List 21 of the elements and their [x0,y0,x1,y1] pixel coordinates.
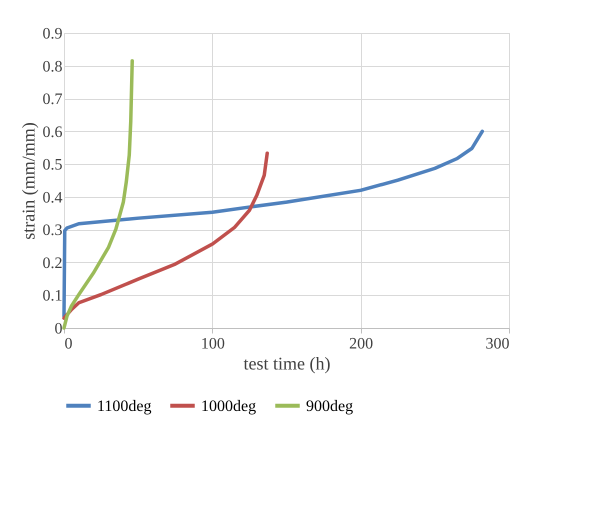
legend-label: 1100deg [97,398,152,415]
y-tick-label: 0.9 [42,26,62,42]
y-tick-label: 0.5 [42,156,62,174]
y-tick-label: 0.7 [42,91,62,108]
y-tick-label: 0.1 [42,288,62,305]
y-tick-label: 0 [54,320,62,338]
y-tick-label: 0.8 [42,58,62,76]
y-tick-label: 0.6 [42,124,62,141]
x-axis-title: test time (h) [244,354,330,374]
line-series [62,130,484,318]
y-tick-label: 0.3 [42,222,62,240]
x-tick-label: 200 [349,336,374,352]
x-tick-label: 100 [200,336,225,352]
y-tick-label: 0.4 [42,189,62,206]
y-axis-title: strain (mm/mm) [18,122,38,240]
legend-label: 1000deg [201,398,256,415]
y-tick-label: 0.2 [42,254,62,272]
line-series [62,59,134,330]
legend-label: 900deg [306,398,354,415]
x-tick-label: 300 [486,336,510,352]
line-series [62,152,269,320]
